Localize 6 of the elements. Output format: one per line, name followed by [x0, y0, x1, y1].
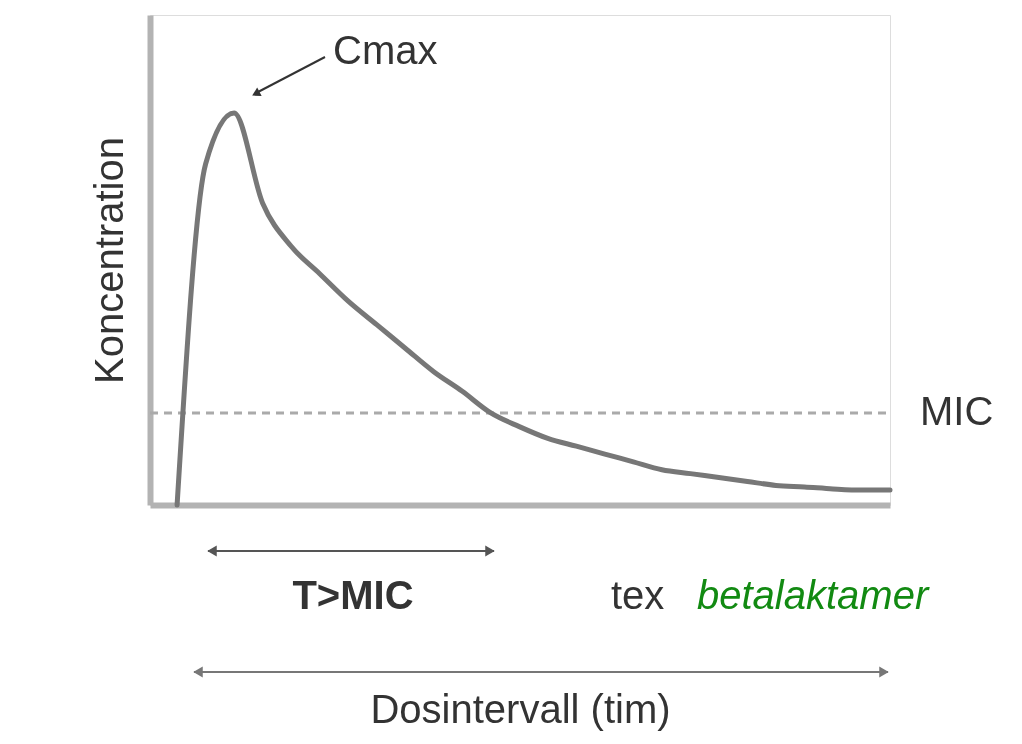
text: tex betalaktamer [611, 573, 930, 617]
text: Cmax [333, 28, 438, 72]
y-axis-title: Koncentration [86, 137, 131, 384]
text: T>MIC [292, 573, 414, 617]
x-axis-title: Dosintervall (tim) [370, 686, 671, 731]
ref-line-label: MIC [920, 388, 994, 433]
